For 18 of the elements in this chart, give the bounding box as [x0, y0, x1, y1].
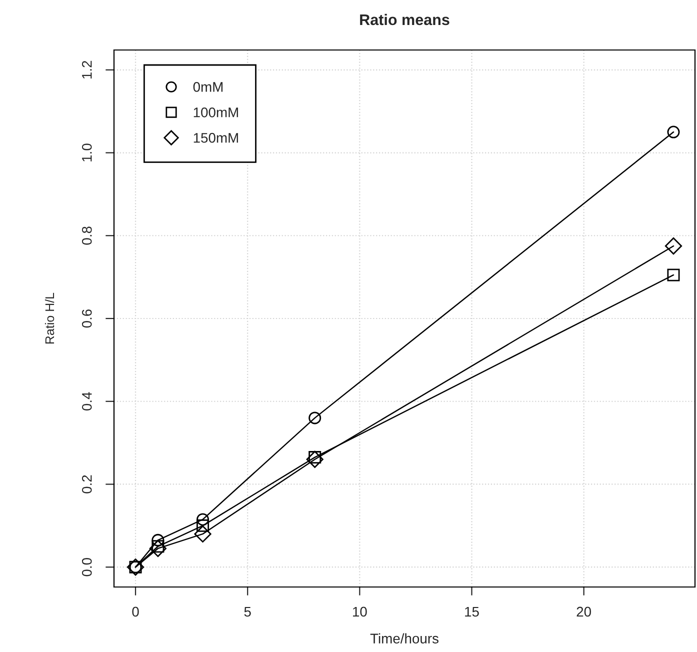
chart-title: Ratio means	[360, 14, 450, 26]
y-axis-title: Ratio H/L	[44, 292, 54, 344]
legend-label: 100mM	[194, 107, 238, 118]
legend-label: 150mM	[194, 132, 238, 143]
text: 1.0	[82, 144, 92, 162]
x-tick-label: 15	[465, 606, 479, 617]
y-tick-label: 0.8	[82, 226, 92, 245]
x-tick-label: 20	[576, 606, 592, 617]
x-tick-label: 10	[353, 606, 367, 617]
legend-label: 0mM	[193, 82, 223, 92]
y-tick-label: 1.2	[82, 60, 92, 78]
x-axis-title: Time/hours	[370, 633, 438, 644]
text: 0.0	[82, 558, 92, 576]
y-tick-label: 0.2	[82, 475, 92, 494]
y-tick-label: 0.6	[82, 309, 92, 328]
y-tick-label: 0.4	[82, 392, 92, 410]
x-tick-label: 5	[244, 606, 251, 617]
x-tick-label: 0	[132, 606, 139, 617]
